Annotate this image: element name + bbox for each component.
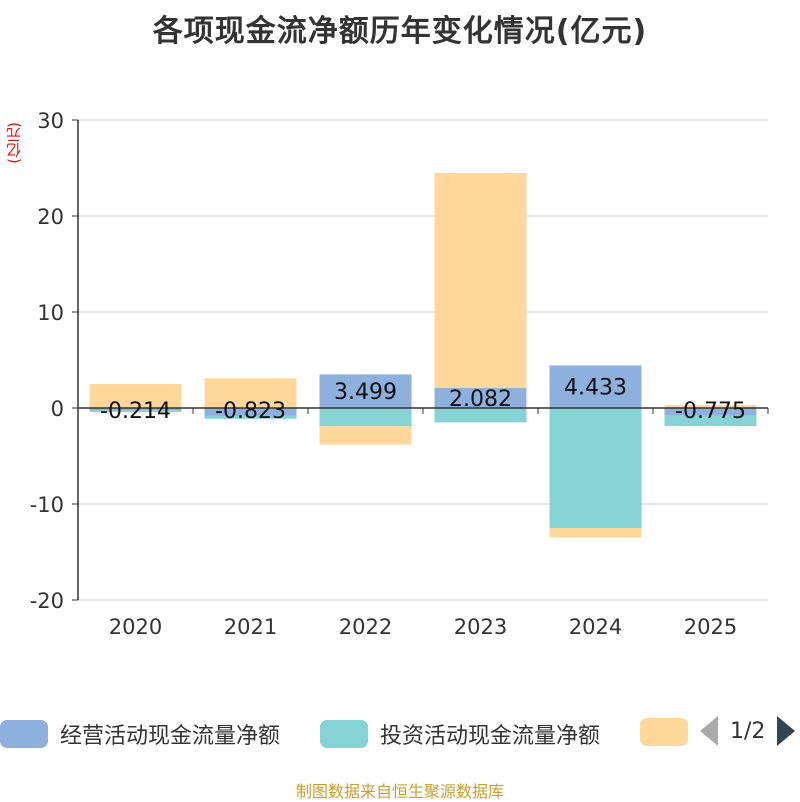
x-tick-label: 2023 bbox=[454, 615, 507, 639]
bar-series0-2023 bbox=[434, 388, 527, 408]
x-tick-label: 2024 bbox=[569, 615, 622, 639]
y-tick-label: -20 bbox=[30, 589, 64, 613]
bar-chart: 30 20 10 0 -10 -20 -0.214 -0.823 3.499 2.082 4.433… bbox=[30, 109, 769, 639]
bar-series1-2025 bbox=[664, 415, 757, 426]
bar-series2-2022 bbox=[319, 426, 412, 445]
data-label-2023: 2.082 bbox=[449, 387, 512, 412]
legend-swatch-investing bbox=[320, 720, 368, 748]
bar-series2-2025 bbox=[664, 405, 757, 408]
legend-item-investing[interactable]: 投资活动现金流量净额 bbox=[320, 718, 600, 750]
bar-series1-2023 bbox=[434, 408, 527, 423]
legend-item-financing[interactable] bbox=[640, 718, 700, 746]
legend-swatch-operating bbox=[0, 720, 48, 748]
bar-series1-2020 bbox=[89, 410, 182, 412]
y-tick-label: 0 bbox=[51, 397, 64, 421]
data-label-2022: 3.499 bbox=[334, 380, 397, 405]
data-label-2024: 4.433 bbox=[564, 376, 627, 401]
data-label-2020: -0.214 bbox=[100, 399, 171, 424]
chart-title: 各项现金流净额历年变化情况(亿元) bbox=[152, 14, 648, 49]
data-source-note: 制图数据来自恒生聚源数据库 bbox=[295, 782, 504, 801]
prev-page-icon[interactable] bbox=[700, 716, 718, 746]
bar-series1-2021 bbox=[204, 415, 297, 419]
data-label-2025: -0.775 bbox=[675, 399, 746, 424]
y-tick-label: 10 bbox=[37, 301, 64, 325]
x-tick-label: 2021 bbox=[224, 615, 277, 639]
bar-series2-2023 bbox=[434, 172, 527, 389]
y-tick-label: -10 bbox=[30, 493, 64, 517]
legend-page-indicator: 1/2 bbox=[730, 718, 766, 744]
legend-item-operating[interactable]: 经营活动现金流量净额 bbox=[0, 718, 280, 750]
legend: 经营活动现金流量净额 投资活动现金流量净额 1/2 bbox=[0, 712, 800, 756]
legend-label-operating: 经营活动现金流量净额 bbox=[60, 724, 281, 749]
legend-swatch-financing bbox=[640, 718, 688, 746]
bar-series2-2021 bbox=[204, 378, 297, 408]
data-label-2021: -0.823 bbox=[215, 399, 286, 424]
legend-pager: 1/2 bbox=[700, 716, 796, 746]
x-tick-label: 2025 bbox=[684, 615, 737, 639]
x-tick-label: 2022 bbox=[339, 615, 392, 639]
bar-series2-2020 bbox=[89, 384, 182, 408]
bar-series0-2022 bbox=[319, 374, 412, 408]
bar-series1-2022 bbox=[319, 408, 412, 427]
legend-label-investing: 投资活动现金流量净额 bbox=[380, 724, 601, 749]
bar-series0-2021 bbox=[204, 408, 297, 416]
bar-series0-2024 bbox=[549, 365, 642, 408]
x-tick-label: 2020 bbox=[109, 615, 162, 639]
bar-series1-2024 bbox=[549, 408, 642, 528]
y-tick-label: 20 bbox=[37, 205, 64, 229]
y-tick-label: 30 bbox=[37, 109, 64, 133]
bar-series0-2025 bbox=[664, 408, 757, 416]
bar-series0-2020 bbox=[89, 408, 182, 411]
bar-series2-2024 bbox=[549, 528, 642, 538]
next-page-icon[interactable] bbox=[777, 716, 796, 746]
